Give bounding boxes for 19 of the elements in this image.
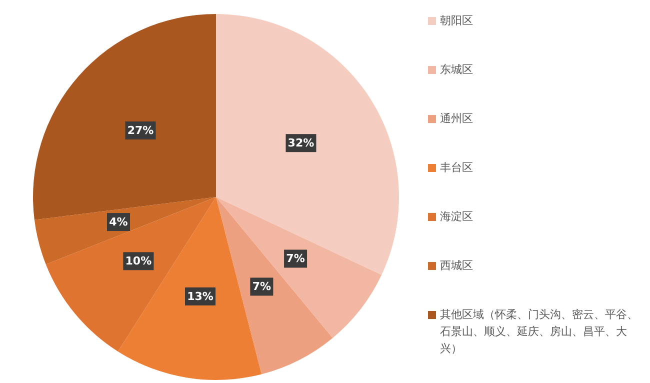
legend-label: 朝阳区	[440, 13, 473, 29]
pie-slice	[46, 197, 216, 352]
data-label: 32%	[288, 136, 314, 150]
legend-label: 海淀区	[440, 209, 473, 225]
data-label: 10%	[125, 254, 152, 268]
legend-label: 通州区	[440, 111, 473, 127]
legend-label: 西城区	[440, 258, 473, 274]
data-label: 7%	[286, 252, 305, 266]
data-label: 4%	[109, 216, 128, 229]
pie-slice	[34, 197, 216, 264]
pie-slice	[216, 14, 399, 275]
pie-slice	[216, 197, 333, 374]
legend-label: 东城区	[440, 62, 473, 78]
legend-label: 丰台区	[440, 160, 473, 176]
data-label: 27%	[127, 124, 154, 137]
legend-label: 其他区域（怀柔、门头沟、密云、平谷、石景山、顺义、延庆、房山、昌平、大兴）	[440, 307, 639, 357]
data-label: 7%	[252, 280, 272, 294]
pie-slice	[216, 197, 382, 338]
data-label: 13%	[187, 290, 214, 303]
